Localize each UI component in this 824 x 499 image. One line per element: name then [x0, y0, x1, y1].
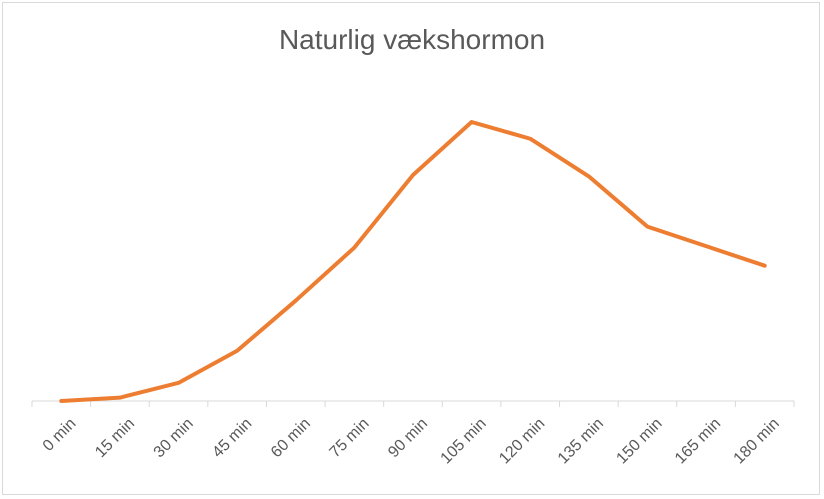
x-tick-label: 105 min [438, 415, 490, 467]
x-tick-label: 0 min [40, 415, 80, 455]
x-tick-label: 165 min [672, 415, 724, 467]
x-tick-label: 45 min [209, 415, 255, 461]
x-tick-label: 120 min [496, 415, 548, 467]
x-tick-label: 135 min [555, 415, 607, 467]
x-tick-label: 150 min [613, 415, 665, 467]
x-tick-label: 15 min [92, 415, 138, 461]
x-tick-label: 75 min [327, 415, 373, 461]
x-tick-label: 60 min [268, 415, 314, 461]
x-axis-labels: 0 min 15 min 30 min 45 min 60 min 75 min 90 mi… [40, 415, 783, 467]
series-line [59, 120, 767, 403]
chart-title: Naturlig vækshormon [278, 24, 546, 55]
x-tick-label: 180 min [731, 415, 783, 467]
x-tick-label: 30 min [151, 415, 197, 461]
x-axis-ticks [31, 401, 795, 407]
x-tick-label: 90 min [385, 415, 431, 461]
